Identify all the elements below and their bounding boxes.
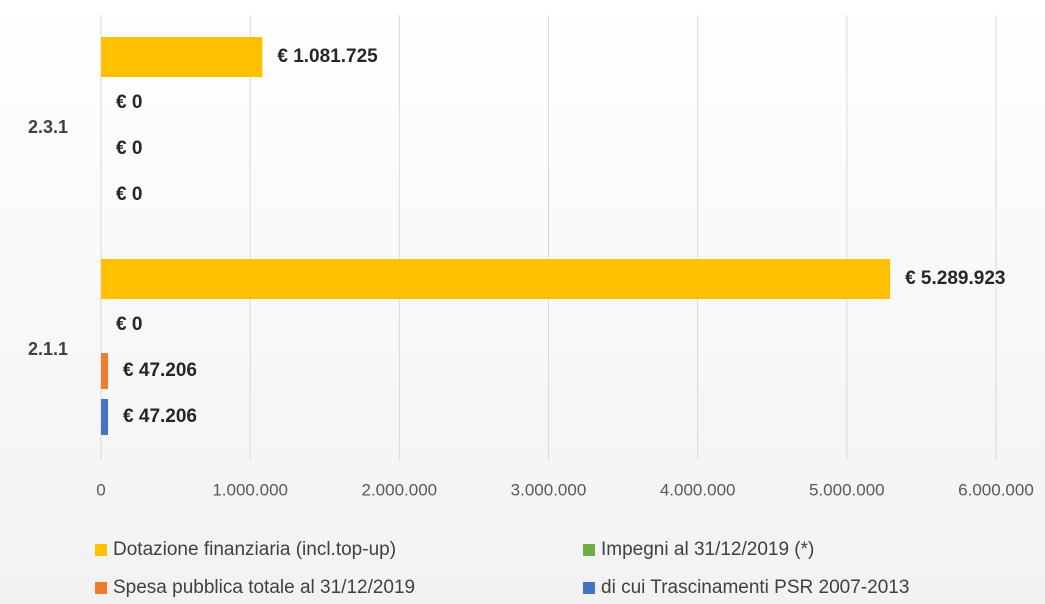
x-tick-label: 0 [96,480,105,499]
legend-label: di cui Trascinamenti PSR 2007-2013 [601,577,909,598]
legend-swatch [95,582,107,594]
legend-label: Spesa pubblica totale al 31/12/2019 [113,577,415,598]
x-tick-label: 4.000.000 [660,480,736,499]
y-tick-label: 2.3.1 [28,117,68,137]
bar [101,399,109,435]
value-label: € 47.206 [123,360,197,381]
bar [101,37,263,77]
legend-swatch [583,582,595,594]
legend-swatch [583,544,595,556]
value-label: € 0 [116,184,142,205]
bar [101,353,109,389]
y-tick-label: 2.1.1 [28,339,68,359]
x-tick-label: 6.000.000 [958,480,1034,499]
legend-label: Impegni al 31/12/2019 (*) [601,539,814,560]
value-label: € 0 [116,314,142,335]
x-tick-label: 2.000.000 [362,480,438,499]
value-label: € 1.081.725 [277,46,378,67]
value-label: € 5.289.923 [905,268,1005,289]
value-label: € 47.206 [123,406,197,427]
bar [101,259,891,299]
x-tick-label: 5.000.000 [809,480,885,499]
value-label: € 0 [116,92,142,113]
x-tick-label: 1.000.000 [212,480,288,499]
x-tick-label: 3.000.000 [511,480,587,499]
value-label: € 0 [116,138,142,159]
legend-swatch [95,544,107,556]
legend-label: Dotazione finanziaria (incl.top-up) [113,539,396,560]
